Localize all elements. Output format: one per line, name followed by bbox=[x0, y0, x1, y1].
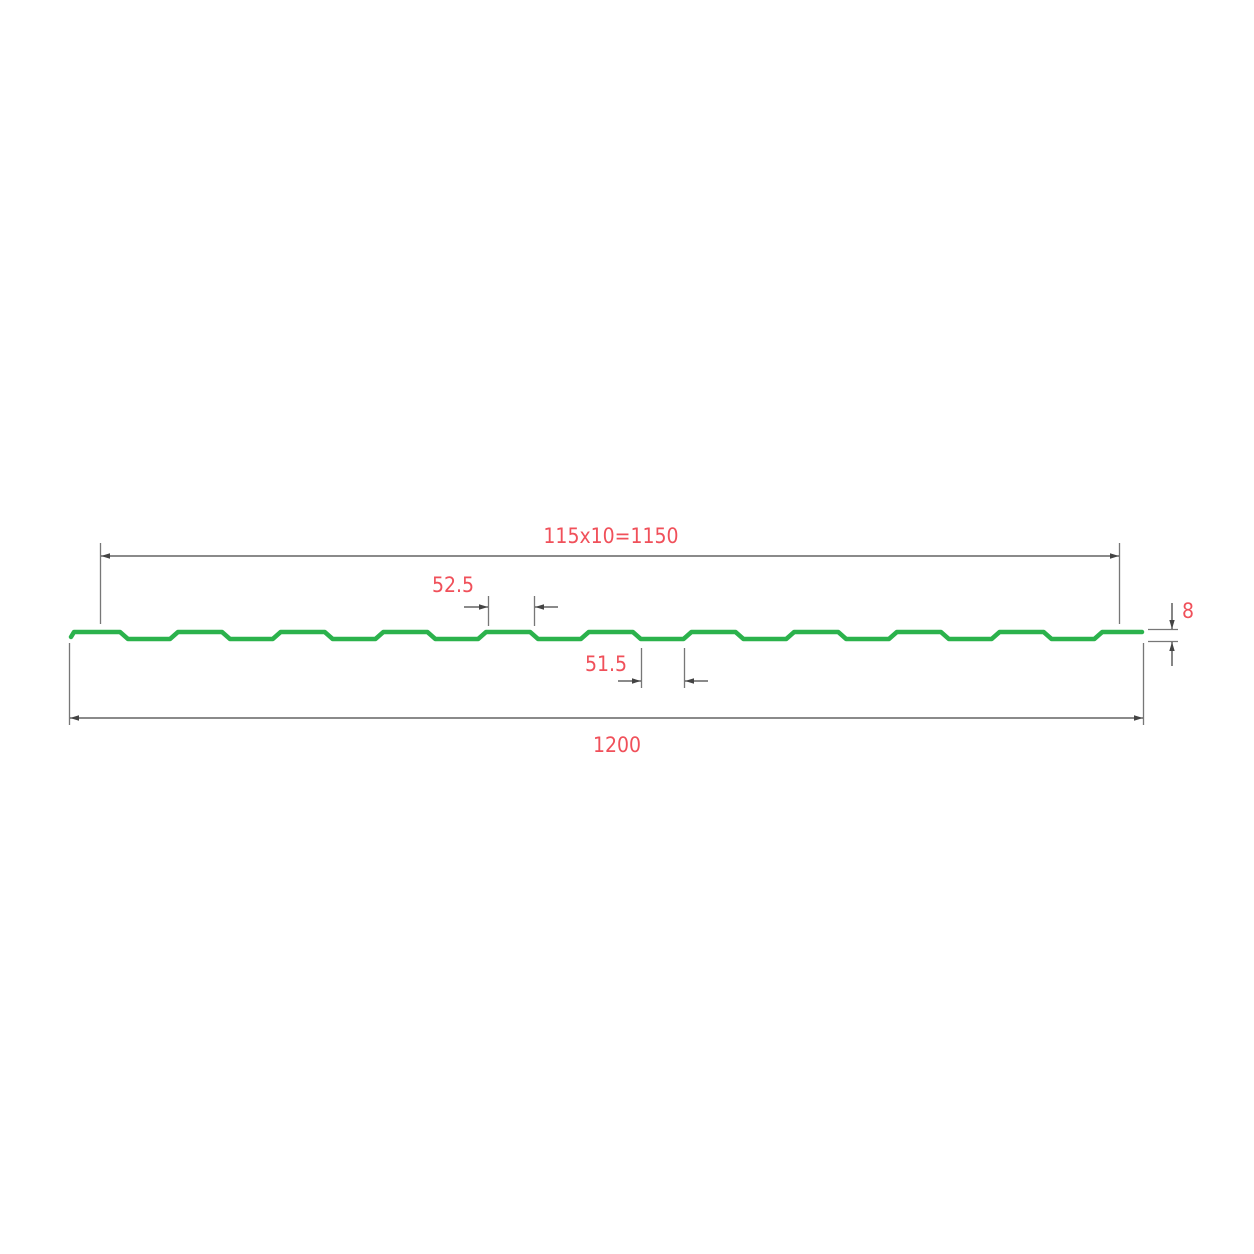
label-crest-width: 52.5 bbox=[432, 573, 474, 597]
label-trough-width: 51.5 bbox=[585, 652, 627, 676]
label-height: 8 bbox=[1182, 599, 1194, 623]
extension-lines bbox=[68, 543, 1178, 725]
label-useful-width: 115x10=1150 bbox=[543, 524, 678, 548]
trapezoidal-sheet-profile bbox=[68, 629, 1145, 642]
label-total-width: 1200 bbox=[593, 733, 641, 757]
